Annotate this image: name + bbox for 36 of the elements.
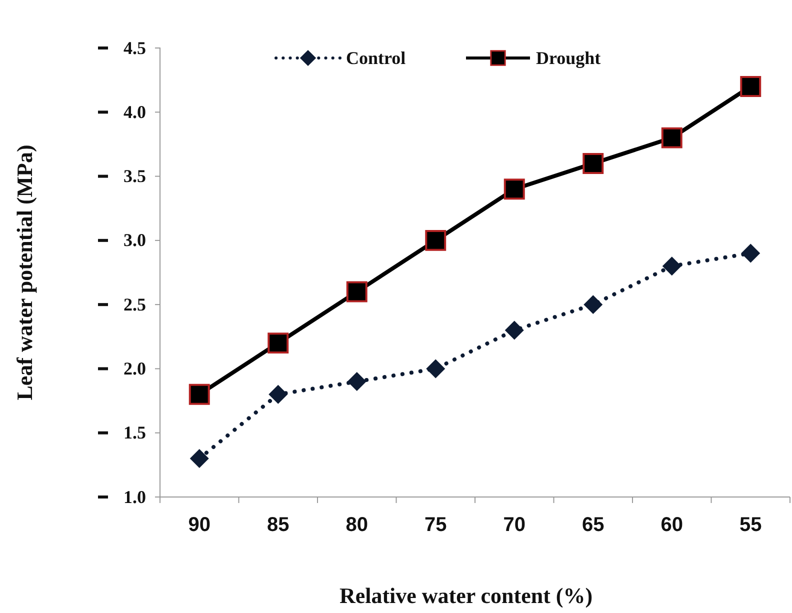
x-tick-label: 60 <box>660 514 683 536</box>
x-tick-label: 65 <box>582 514 604 536</box>
point <box>662 256 682 276</box>
point <box>504 178 525 200</box>
point <box>504 320 524 340</box>
x-tick-label: 80 <box>346 514 368 536</box>
y-tick-label: 4.0 <box>124 102 146 122</box>
x-tick-label: 90 <box>188 514 210 536</box>
x-tick-label: 75 <box>424 514 447 536</box>
y-tick-label: 1.5 <box>124 422 146 443</box>
point <box>661 127 682 148</box>
y-axis-title: Leaf water potential (MPa) <box>12 144 37 400</box>
y-tick-label: 2.0 <box>124 358 146 378</box>
point <box>268 332 289 354</box>
x-tick-label: 85 <box>267 514 290 536</box>
point <box>741 244 760 263</box>
legend-label: Drought <box>536 48 601 68</box>
point <box>584 295 603 314</box>
x-tick-label: 70 <box>503 514 526 536</box>
point <box>740 76 762 97</box>
legend-label: Control <box>346 48 406 68</box>
point <box>425 230 446 251</box>
x-tick-label: 55 <box>740 514 762 536</box>
point <box>582 152 604 174</box>
y-tick-label: 3.5 <box>124 166 146 186</box>
x-axis-title: Relative water content (%) <box>339 583 593 608</box>
point <box>347 372 366 392</box>
point <box>426 359 446 378</box>
y-tick-label: 3.0 <box>124 230 146 250</box>
point <box>188 384 210 405</box>
point <box>346 281 368 302</box>
y-tick-label: 2.5 <box>124 294 146 314</box>
point <box>268 384 288 404</box>
y-tick-label: 4.5 <box>124 38 146 58</box>
point <box>190 449 209 468</box>
y-tick-label: 1.0 <box>124 486 146 507</box>
